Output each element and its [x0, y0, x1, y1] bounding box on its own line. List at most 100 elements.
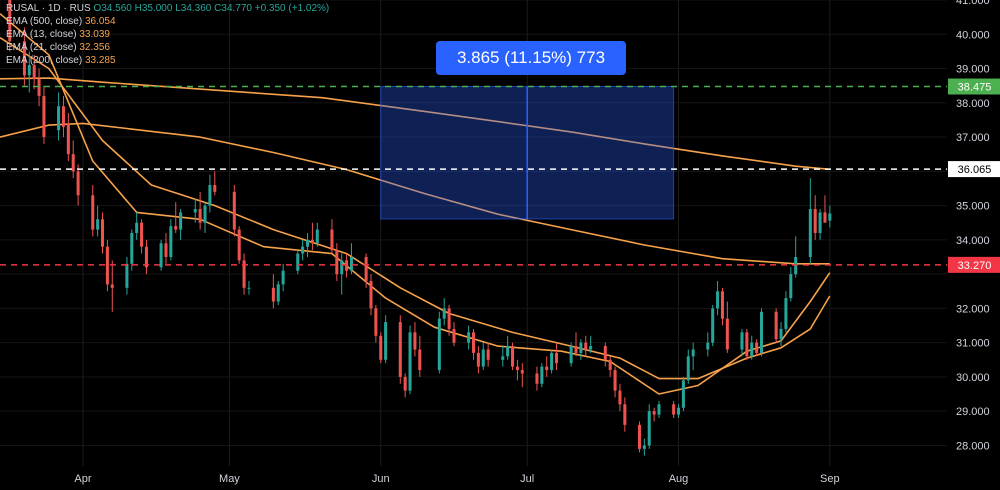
- y-tick-label: 39.000: [956, 64, 990, 76]
- symbol-label[interactable]: RUSAL: [6, 3, 39, 14]
- candle-up: [711, 308, 715, 343]
- exchange-label: RUS: [69, 3, 91, 14]
- candle-up: [159, 243, 163, 268]
- ema-21-label: EMA (21, close): [6, 42, 77, 53]
- candle-up: [818, 212, 822, 233]
- candle-down: [42, 95, 46, 138]
- candle-down: [720, 291, 724, 319]
- x-tick-label: Aug: [669, 473, 689, 485]
- candle-down: [213, 185, 217, 192]
- candle-down: [608, 359, 612, 371]
- price-label: 36.065: [958, 164, 992, 176]
- y-tick-label: 41.000: [956, 0, 990, 7]
- axis-layer: 38.475 36.065 33.270 28.000 29.000 30.000 31.0…: [74, 0, 1000, 485]
- legend-header: RUSAL · 1D · RUS O34.560 H35.000 L34.360…: [6, 3, 330, 14]
- candle-down: [91, 195, 95, 230]
- candle-up: [135, 222, 139, 233]
- candle-up: [169, 226, 173, 257]
- candle-up: [784, 298, 788, 329]
- close-value: C34.770: [214, 3, 252, 14]
- candle-up: [130, 233, 134, 264]
- candle-down: [237, 229, 241, 261]
- candle-down: [144, 246, 148, 268]
- price-label-bg: [948, 161, 1000, 178]
- candle-down: [164, 243, 168, 257]
- candle-down: [413, 332, 417, 350]
- legend-ema-21[interactable]: EMA (21, close) 32.356: [6, 41, 329, 54]
- candle-down: [364, 256, 368, 281]
- candle-down: [652, 411, 656, 415]
- legend-ema-200[interactable]: EMA (200, close) 33.285: [6, 54, 329, 67]
- candle-down: [452, 328, 456, 343]
- candle-up: [296, 253, 300, 271]
- y-tick-label: 29.000: [956, 406, 990, 418]
- candle-down: [554, 352, 558, 364]
- ema-line-0: [0, 77, 830, 171]
- candle-up: [384, 322, 388, 360]
- candle-down: [618, 390, 622, 405]
- candle-down: [369, 280, 373, 309]
- candle-down: [8, 0, 12, 42]
- candle-down: [755, 342, 759, 353]
- candle-down: [515, 366, 519, 371]
- candle-down: [745, 332, 749, 357]
- candle-up: [247, 287, 251, 289]
- interval-label[interactable]: 1D: [47, 3, 61, 14]
- open-value: O34.560: [93, 3, 132, 14]
- y-tick-label: 32.000: [956, 303, 990, 315]
- candle-down: [511, 346, 515, 367]
- candle-down: [774, 311, 778, 340]
- candle-up: [301, 246, 305, 254]
- measure-layer[interactable]: [380, 86, 675, 220]
- y-tick-label: 31.000: [956, 338, 990, 350]
- candle-up: [501, 356, 505, 360]
- ema-500-label: EMA (500, close): [6, 16, 83, 27]
- price-lines-layer: [0, 85, 947, 266]
- candle-up: [579, 342, 583, 353]
- legend-ema-500[interactable]: EMA (500, close) 36.054: [6, 15, 329, 28]
- candle-up: [442, 308, 446, 319]
- candle-up: [750, 342, 754, 357]
- ema-200-label: EMA (200, close): [6, 55, 83, 66]
- candle-down: [140, 222, 144, 247]
- candle-up: [706, 342, 710, 350]
- candle-down: [232, 191, 236, 230]
- legend-ema-13[interactable]: EMA (13, close) 33.039: [6, 28, 329, 41]
- candle-down: [398, 322, 402, 377]
- ema-13-value: 33.039: [79, 29, 110, 40]
- candle-down: [242, 260, 246, 288]
- candle-up: [408, 332, 412, 391]
- candle-down: [486, 349, 490, 360]
- candle-up: [540, 366, 544, 384]
- candle-up: [789, 274, 793, 299]
- candle-down: [379, 335, 383, 360]
- candle-up: [57, 106, 61, 131]
- candle-down: [613, 370, 617, 391]
- candle-down: [310, 239, 314, 244]
- candle-up: [828, 213, 832, 221]
- candle-up: [276, 284, 280, 302]
- candle-down: [520, 370, 524, 374]
- candle-down: [403, 376, 407, 391]
- x-tick-label: Apr: [74, 473, 91, 485]
- candle-down: [535, 373, 539, 384]
- x-tick-label: Jun: [372, 473, 390, 485]
- candle-up: [193, 209, 197, 213]
- candle-down: [672, 404, 676, 415]
- change-value: +0.350 (+1.02%): [254, 3, 330, 14]
- candle-up: [686, 356, 690, 381]
- candle-down: [37, 78, 41, 96]
- ema-21-value: 32.356: [79, 42, 110, 53]
- measure-readout[interactable]: 3.865 (11.15%) 773: [436, 41, 626, 75]
- candle-down: [61, 106, 65, 127]
- candle-down: [198, 209, 202, 223]
- candle-up: [96, 219, 100, 230]
- y-tick-label: 40.000: [956, 29, 990, 41]
- candle-down: [76, 171, 80, 196]
- ema-500-value: 36.054: [84, 16, 116, 27]
- candle-up: [808, 209, 812, 257]
- candle-down: [813, 209, 817, 233]
- ema-13-label: EMA (13, close): [6, 29, 77, 40]
